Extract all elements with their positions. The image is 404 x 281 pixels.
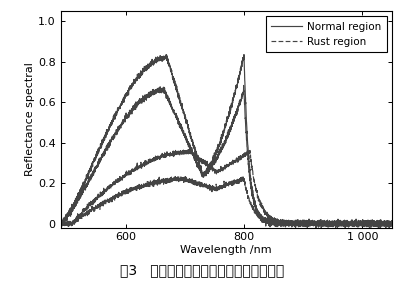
Y-axis label: Reflectance spectral: Reflectance spectral [25,62,35,176]
Legend: Normal region, Rust region: Normal region, Rust region [265,17,387,52]
Rust region [186,148,191,151]
Normal region [314,227,318,230]
Text: 图3   样品正常区域和果锈区域的光谱曲线: 图3 样品正常区域和果锈区域的光谱曲线 [120,263,284,277]
Normal region [96,147,101,150]
Rust region [383,224,388,227]
Normal region [200,173,204,176]
Rust region [347,220,352,224]
Normal region [185,126,190,129]
Rust region [389,222,394,226]
Rust region [116,177,120,180]
Rust region [185,151,190,155]
X-axis label: Wavelength /nm: Wavelength /nm [181,245,272,255]
Rust region [58,223,63,226]
Normal region [383,222,388,226]
Rust region [96,194,101,197]
Normal region [164,53,168,56]
Line: Rust region: Rust region [61,149,392,228]
Normal region [58,222,63,225]
Rust region [200,162,204,165]
Rust region [383,226,388,230]
Normal region [389,224,394,228]
Normal region [347,222,352,225]
Normal region [116,109,120,112]
Line: Normal region: Normal region [61,55,392,229]
